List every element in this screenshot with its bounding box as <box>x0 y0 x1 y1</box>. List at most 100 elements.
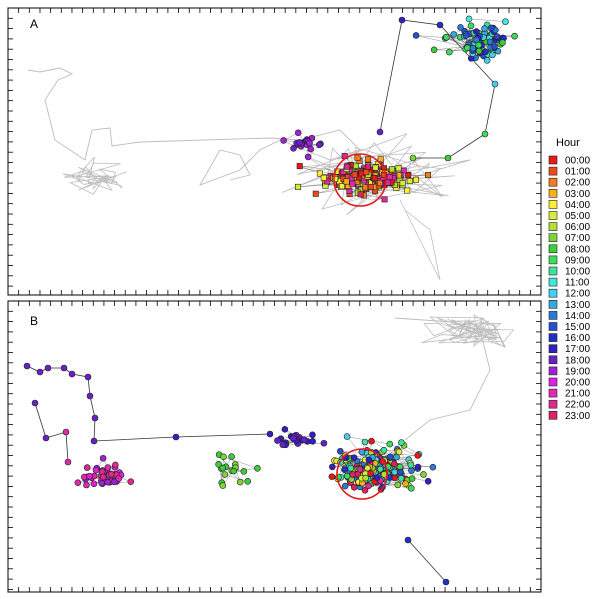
legend-swatch <box>548 333 558 342</box>
path-point <box>266 430 274 438</box>
legend-swatch <box>548 177 558 187</box>
path-point <box>84 373 92 381</box>
legend-label: 15:00 <box>565 322 590 333</box>
data-point <box>112 461 119 469</box>
hour-legend: Hour 00:0001:0002:0003:0004:0005:0006:00… <box>548 137 590 422</box>
data-point <box>320 439 328 447</box>
data-point <box>395 165 402 172</box>
legend-swatch <box>548 233 558 242</box>
data-point <box>99 473 107 481</box>
data-point <box>320 174 327 181</box>
legend-swatch <box>548 266 558 276</box>
path-point <box>442 578 450 586</box>
data-point <box>406 178 413 185</box>
data-point <box>332 176 339 183</box>
data-point <box>107 470 115 478</box>
data-point <box>377 465 384 473</box>
panel-b: B <box>7 300 542 593</box>
path-point <box>36 368 44 376</box>
data-point <box>489 51 496 59</box>
data-point <box>414 452 422 459</box>
data-point <box>104 478 111 486</box>
path-point <box>481 130 489 138</box>
data-point <box>397 474 405 482</box>
legend-label: 05:00 <box>565 211 590 222</box>
background-track <box>421 314 515 348</box>
legend-label: 22:00 <box>565 400 590 411</box>
data-point <box>279 441 287 449</box>
data-point <box>127 478 135 485</box>
path-point <box>23 362 31 370</box>
legend-label: 23:00 <box>565 411 590 422</box>
data-point <box>280 137 287 144</box>
data-point <box>443 33 450 41</box>
data-point <box>274 437 281 444</box>
background-track <box>62 156 127 195</box>
data-point <box>349 471 356 478</box>
legend-swatch <box>548 277 558 287</box>
data-point <box>408 475 416 482</box>
legend-swatch <box>548 399 558 409</box>
data-point <box>493 33 501 40</box>
legend-swatch <box>548 322 558 331</box>
legend-swatch <box>548 166 558 176</box>
legend-label: 18:00 <box>565 355 590 366</box>
legend-swatch <box>548 288 558 298</box>
data-point <box>350 483 358 491</box>
data-point <box>244 478 252 485</box>
data-point <box>343 472 351 480</box>
data-point <box>445 48 453 56</box>
legend-label: 09:00 <box>565 255 590 266</box>
data-point <box>414 463 422 471</box>
legend-swatch <box>548 366 558 376</box>
data-point <box>115 475 122 482</box>
path-point <box>44 364 52 372</box>
path-point <box>86 392 94 400</box>
data-point <box>307 145 314 153</box>
track-path <box>407 539 447 583</box>
data-point <box>365 156 372 163</box>
background-track <box>399 199 441 281</box>
data-point <box>228 453 235 461</box>
data-point <box>329 463 336 471</box>
data-point <box>371 175 378 182</box>
path-point <box>64 458 72 466</box>
data-point <box>465 15 473 23</box>
data-point <box>462 32 470 40</box>
data-point <box>361 487 369 494</box>
data-point <box>343 178 350 185</box>
data-point <box>220 453 227 461</box>
data-point <box>483 57 491 64</box>
legend-swatch <box>548 355 558 365</box>
panel-a-label: A <box>30 17 38 31</box>
legend-swatch <box>548 388 558 398</box>
legend-label: 21:00 <box>565 389 590 400</box>
data-point <box>457 24 464 31</box>
legend-label: 17:00 <box>565 344 590 355</box>
focus-circle <box>336 448 388 500</box>
data-point <box>328 473 336 480</box>
data-point <box>473 28 480 35</box>
data-point <box>367 183 374 190</box>
data-point <box>92 466 100 474</box>
data-point <box>429 463 437 471</box>
data-point <box>306 139 313 147</box>
data-point <box>240 468 248 475</box>
data-point <box>380 446 388 454</box>
data-point <box>336 447 344 455</box>
path-point <box>90 437 98 445</box>
legend-label: 02:00 <box>565 178 590 189</box>
data-point <box>360 177 367 184</box>
path-point <box>172 433 180 441</box>
path-point <box>42 434 50 442</box>
legend-swatch <box>548 344 558 354</box>
data-point <box>361 438 369 446</box>
data-point <box>312 190 319 197</box>
data-point <box>358 448 366 456</box>
data-point <box>309 431 316 439</box>
data-point <box>475 47 483 55</box>
legend-label: 11:00 <box>565 278 590 289</box>
focus-circle <box>333 153 387 207</box>
data-point <box>236 478 244 486</box>
